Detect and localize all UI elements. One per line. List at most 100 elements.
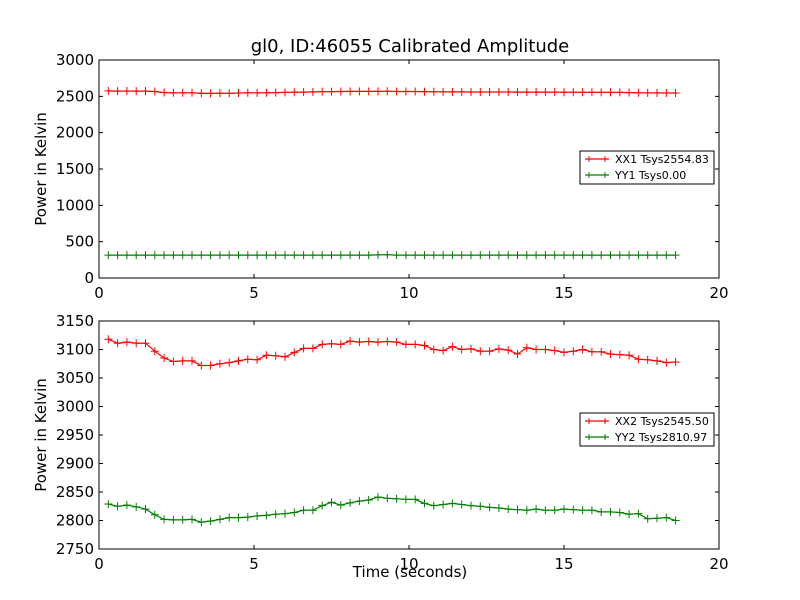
data-point	[383, 494, 392, 503]
legend-marker	[586, 172, 592, 178]
data-point	[429, 87, 438, 96]
data-point	[206, 251, 215, 260]
data-point	[439, 500, 448, 509]
top-subplot: 0 5 10 15 20 0 500 1000 1500 2000 2500 3000 Power in…	[32, 51, 729, 302]
data-point	[225, 513, 234, 522]
data-point	[569, 251, 578, 260]
data-point	[615, 88, 624, 97]
data-point	[383, 337, 392, 346]
legend-marker	[602, 434, 608, 440]
data-point	[448, 342, 457, 351]
data-point	[160, 515, 169, 524]
data-point	[178, 251, 187, 260]
data-point	[308, 344, 317, 353]
data-point	[392, 87, 401, 96]
data-point	[439, 87, 448, 96]
data-point	[401, 340, 410, 349]
data-point	[467, 87, 475, 96]
data-point	[355, 497, 364, 506]
data-point	[541, 506, 550, 515]
data-point	[225, 358, 234, 367]
data-point	[513, 251, 522, 260]
data-point	[439, 251, 448, 260]
data-point	[625, 251, 634, 260]
data-point	[169, 88, 178, 97]
data-point	[215, 359, 224, 368]
legend-marker	[602, 156, 608, 162]
data-point	[467, 251, 475, 260]
data-point	[662, 88, 671, 97]
data-point	[104, 499, 113, 508]
data-point	[597, 347, 606, 356]
data-point	[355, 87, 364, 96]
data-point	[662, 513, 671, 522]
data-point	[336, 501, 345, 510]
data-point	[336, 251, 345, 260]
data-point	[234, 88, 243, 97]
data-point	[634, 355, 643, 364]
data-point	[634, 251, 643, 260]
data-point	[476, 87, 485, 96]
data-point	[206, 89, 215, 98]
data-point	[560, 88, 568, 97]
y-tick-label: 2950	[56, 426, 94, 444]
data-point	[532, 251, 541, 260]
data-point	[141, 251, 150, 260]
data-point	[411, 87, 420, 96]
data-point	[504, 88, 513, 97]
data-point	[271, 510, 280, 519]
data-point	[522, 343, 531, 352]
data-point	[643, 251, 652, 260]
data-point	[513, 350, 522, 359]
data-point	[113, 87, 122, 96]
data-point	[346, 498, 355, 507]
legend-label: YY2 Tsys2810.97	[614, 431, 707, 444]
data-point	[188, 515, 196, 524]
data-point	[662, 358, 671, 367]
data-point	[615, 350, 624, 359]
data-point	[271, 351, 280, 360]
x-tick-label: 15	[554, 555, 573, 573]
data-point	[392, 494, 401, 503]
data-point	[485, 503, 494, 512]
data-point	[420, 499, 429, 508]
data-point	[457, 345, 466, 354]
data-point	[476, 251, 485, 260]
data-point	[290, 88, 299, 97]
data-point	[401, 87, 410, 96]
data-point	[420, 341, 429, 350]
y-tick-label: 2800	[56, 512, 94, 530]
data-point	[318, 501, 327, 510]
data-point	[457, 87, 466, 96]
data-point	[541, 88, 550, 97]
data-point	[383, 250, 392, 259]
data-point	[439, 346, 448, 355]
data-point	[262, 88, 271, 97]
data-point	[104, 335, 113, 344]
data-point	[374, 250, 382, 259]
data-point	[560, 348, 568, 357]
data-point	[411, 495, 420, 504]
legend-marker	[586, 418, 592, 424]
data-point	[160, 88, 169, 97]
data-point	[197, 251, 206, 260]
legend-box	[579, 150, 715, 185]
data-point	[597, 507, 606, 516]
data-point	[188, 356, 196, 365]
data-point	[132, 502, 141, 511]
data-point	[420, 251, 429, 260]
data-point	[234, 251, 243, 260]
legend-label: YY1 Tsys0.00	[614, 169, 686, 182]
data-point	[541, 345, 550, 354]
y-tick-label: 3150	[56, 312, 94, 330]
data-point	[355, 251, 364, 260]
legend-label: XX2 Tsys2545.50	[615, 415, 709, 428]
data-point	[411, 251, 420, 260]
data-point	[494, 503, 503, 512]
data-point	[615, 508, 624, 517]
data-point	[541, 251, 550, 260]
data-point	[308, 251, 317, 260]
legend-marker	[602, 418, 608, 424]
legend: XX1 Tsys2554.83 YY1 Tsys0.00	[579, 150, 715, 185]
data-point	[625, 88, 634, 97]
